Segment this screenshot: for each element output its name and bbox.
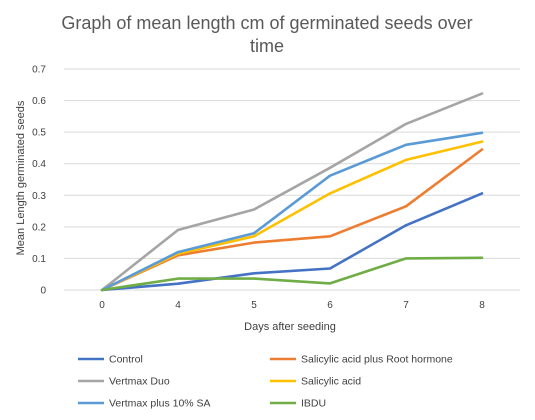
chart-title-line-2: time [250, 36, 284, 56]
legend-label: IBDU [301, 398, 326, 410]
series-line-control [100, 192, 484, 292]
x-tick-label: 6 [327, 300, 333, 311]
legend-label: Salicylic acid [301, 376, 361, 388]
y-tick-label: 0.5 [32, 128, 46, 139]
y-tick-label: 0.1 [32, 254, 46, 265]
y-tick-label: 0 [40, 286, 46, 297]
y-axis-title: Mean Length germinated seeds [15, 100, 27, 255]
legend-item: Salicylic acid plus Root hormone [270, 354, 453, 366]
series-line-salicylic-acid-plus-root-hormone [100, 148, 484, 292]
series-line-vertmax-duo [100, 92, 484, 292]
series-line-vertmax-plus-10-sa [100, 131, 484, 292]
x-tick-label: 8 [479, 300, 485, 311]
legend-item: Salicylic acid [270, 376, 361, 388]
chart-title-line-1: Graph of mean length cm of germinated se… [61, 13, 472, 33]
legend-label: Salicylic acid plus Root hormone [301, 354, 453, 366]
legend-item: IBDU [270, 398, 326, 410]
legend-label: Vertmax plus 10% SA [109, 398, 211, 410]
x-tick-label: 4 [175, 300, 181, 311]
legend-item: Control [78, 354, 143, 366]
y-tick-label: 0.6 [32, 96, 46, 107]
y-axis-ticks: 0 0.1 0.2 0.3 0.4 0.5 0.6 0.7 [32, 65, 46, 297]
series-lines [100, 92, 484, 292]
x-tick-label: 0 [99, 300, 105, 311]
y-tick-label: 0.4 [32, 159, 46, 170]
legend-item: Vertmax Duo [78, 376, 170, 388]
x-tick-label: 7 [403, 300, 409, 311]
y-tick-label: 0.2 [32, 222, 46, 233]
x-tick-label: 5 [251, 300, 257, 311]
legend-item: Vertmax plus 10% SA [78, 398, 211, 410]
series-line-ibdu [100, 256, 484, 292]
x-axis-title: Days after seeding [244, 321, 336, 333]
legend-label: Control [109, 354, 143, 366]
x-axis-ticks: 0 4 5 6 7 8 [99, 300, 485, 311]
y-tick-label: 0.7 [32, 65, 46, 76]
legend: Control Salicylic acid plus Root hormone V… [78, 354, 453, 410]
y-tick-label: 0.3 [32, 191, 46, 202]
legend-label: Vertmax Duo [109, 376, 170, 388]
